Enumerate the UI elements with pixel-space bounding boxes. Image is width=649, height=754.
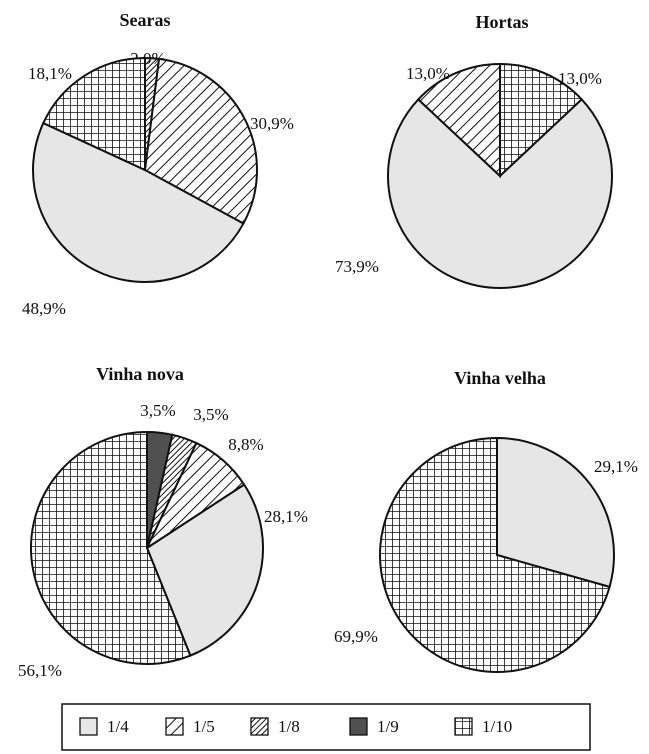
legend-swatch [250,717,269,736]
pie-slice [379,436,611,673]
slice-label: 30,9% [250,114,294,133]
legend-label: 1/8 [278,717,300,736]
legend-label: 1/10 [482,717,512,736]
slice-label: 8,8% [228,435,263,454]
pie-slice [496,436,615,589]
pie-slice [41,56,146,172]
legend-swatch [349,717,368,736]
pie-slice [416,62,501,179]
slice-label: 13,0% [558,69,602,88]
pie-slice [499,62,584,179]
slice-label: 13,0% [406,64,450,83]
slice-label: 69,9% [334,627,378,646]
pie-slice [30,430,192,665]
pie-slice [387,97,613,289]
slice-label: 3,5% [193,405,228,424]
slice-label: 18,1% [28,64,72,83]
pie-slice [32,121,245,283]
slice-label: 3,5% [140,401,175,420]
slice-label: 48,9% [22,299,66,318]
pie-title: Hortas [476,12,529,32]
pie-title: Vinha velha [454,368,546,388]
legend-label: 1/5 [193,717,215,736]
slice-label: 29,1% [594,457,638,476]
legend-swatch [79,717,98,736]
legend-box [61,703,591,751]
pie-slice [143,57,258,225]
slice-label: 73,9% [335,257,379,276]
slice-label: 56,1% [18,661,62,680]
pie-title: Searas [120,10,171,30]
legend-swatch [454,717,473,736]
legend-swatch [165,717,184,736]
legend-label: 1/4 [107,717,129,736]
pie-title: Vinha nova [96,364,184,384]
legend-label: 1/9 [377,717,399,736]
pie-slice [145,483,264,657]
slice-label: 28,1% [264,507,308,526]
